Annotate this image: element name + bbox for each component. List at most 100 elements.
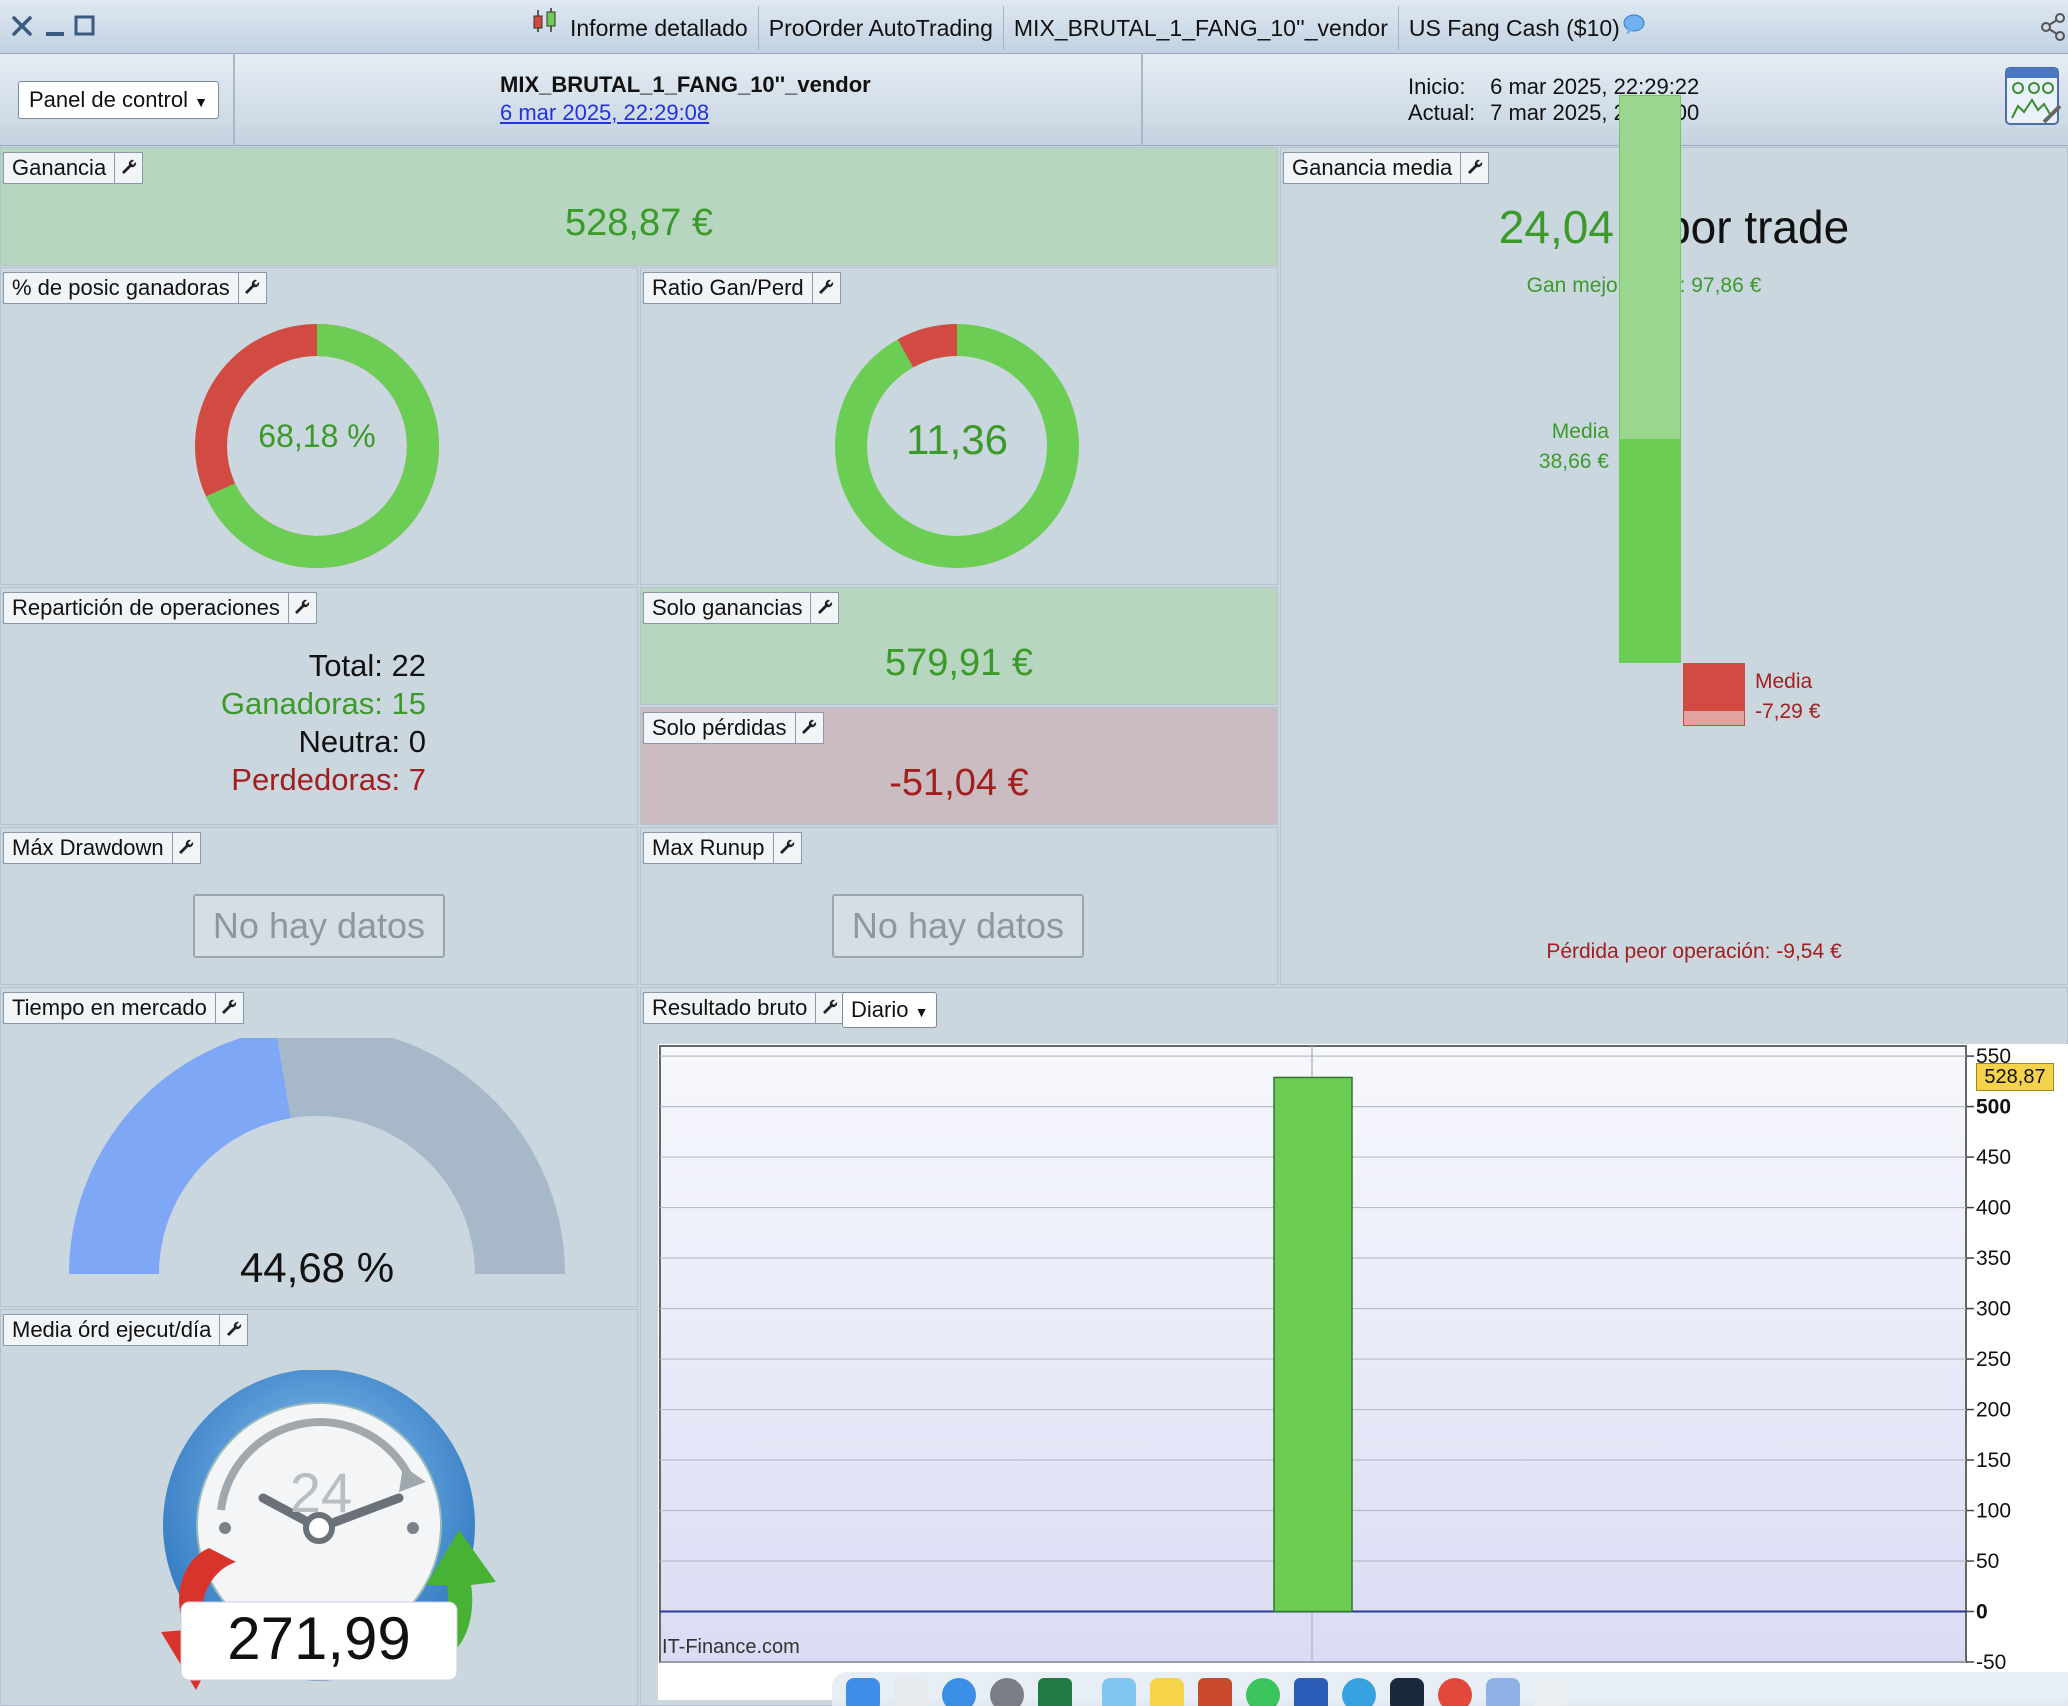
orders-per-day-value: 271,99 [227,1605,411,1672]
maps-icon[interactable] [1102,1678,1136,1706]
y-tick-label: 250 [1976,1348,2011,1371]
launchpad-icon[interactable] [894,1678,928,1706]
wrench-icon[interactable] [773,832,802,864]
y-tick-label: 0 [1976,1601,1988,1624]
avg-suffix: por trade [1665,201,1850,253]
chevron-down-icon: ▼ [914,1004,929,1020]
powerpoint-icon[interactable] [1198,1678,1232,1706]
panel-title: Ganancia media [1283,152,1490,184]
wrench-icon[interactable] [172,832,201,864]
avg-gain-value: 38,66 € [1538,449,1609,473]
wrench-icon[interactable] [115,152,144,184]
safari-icon[interactable] [942,1678,976,1706]
whatsapp-icon[interactable] [1246,1678,1280,1706]
solo-perdidas-value: -51,04 € [889,762,1029,804]
y-tick-label: 350 [1976,1247,2011,1270]
tab-label: MIX_BRUTAL_1_FANG_10''_vendor [1013,15,1388,41]
wrench-icon[interactable] [811,592,840,624]
wrench-icon[interactable] [812,272,841,304]
avg-gain-bar [1619,438,1681,663]
terminal-icon[interactable] [1390,1678,1424,1706]
panel-title-label: Tiempo en mercado [3,992,216,1024]
no-data-message: No hay datos [193,894,445,958]
panel-title-label: Resultado bruto [643,992,817,1024]
panel-title-label: Ratio Gan/Perd [643,272,813,304]
notes-icon[interactable] [1150,1678,1184,1706]
wrench-icon[interactable] [238,272,267,304]
divider [233,54,235,146]
y-tick-label: 100 [1976,1500,2011,1523]
close-icon[interactable] [10,14,34,38]
wrench-icon[interactable] [215,992,244,1024]
avg-per-trade: 24,04 € por trade [1281,200,2067,254]
telegram-icon[interactable] [1342,1678,1376,1706]
wrench-icon[interactable] [288,592,317,624]
y-tick-label: -50 [1976,1651,2006,1674]
system-settings-icon[interactable] [990,1678,1024,1706]
tab-label: US Fang Cash ($10) [1408,15,1620,41]
avg-loss-value: -7,29 € [1755,700,1821,723]
wrench-icon[interactable] [1461,152,1490,184]
tab-strategy[interactable]: MIX_BRUTAL_1_FANG_10''_vendor [1004,6,1399,50]
report-settings-icon[interactable] [2004,66,2064,133]
inicio-value: 6 mar 2025, 22:29:22 [1490,74,1700,99]
ganancia-value: 528,87 € [565,202,713,244]
panel-solo-ganancias: Solo ganancias 579,91 € [640,587,1278,705]
panel-title-label: Repartición de operaciones [3,592,289,624]
tab-informe-detallado[interactable]: Informe detallado [520,6,759,50]
tab-bar: Informe detallado ProOrder AutoTrading M… [520,6,1656,50]
chart-bar[interactable] [1273,1076,1353,1613]
maximize-icon[interactable] [74,14,96,38]
gauge-remaining-arc [277,1038,565,1274]
gross-result-chart[interactable]: 550 500 450 400 350 300 250 200 150 100 50 0 -50 IT-… [658,1044,2068,1700]
panel-media-ord: Media órd ejecut/día 24 271,99 [0,1309,638,1706]
panel-title: Solo pérdidas [643,712,824,744]
worst-trade-label: Pérdida peor operación: -9,54 € [1546,940,1842,963]
tab-label: Informe detallado [570,15,748,41]
panel-dropdown[interactable]: Panel de control ▼ [18,81,219,119]
win-rate-value: 68,18 % [258,418,376,454]
chrome-icon[interactable] [1438,1678,1472,1706]
strategy-date-link[interactable]: 6 mar 2025, 22:29:08 [500,100,710,125]
panel-title-label: Max Runup [643,832,774,864]
panel-ganancia: Ganancia 528,87 € [0,147,1278,266]
strategy-name: MIX_BRUTAL_1_FANG_10''_vendor [500,72,871,97]
panel-title: Ganancia [3,152,144,184]
wrench-icon[interactable] [816,992,845,1024]
title-bar: Informe detallado ProOrder AutoTrading M… [0,0,2068,54]
finder-icon[interactable] [846,1678,880,1706]
panel-title-label: Solo ganancias [643,592,812,624]
prorealtime-icon[interactable] [1534,1678,1568,1706]
period-dropdown[interactable]: Diario ▼ [842,992,938,1028]
panel-title: % de posic ganadoras [3,272,267,304]
word-icon[interactable] [1294,1678,1328,1706]
panel-dropdown-label: Panel de control [29,87,188,112]
wrench-icon[interactable] [220,1314,249,1346]
panel-ratio: Ratio Gan/Perd 11,36 [640,267,1278,585]
win-rate-donut [195,324,439,568]
tab-instrument[interactable]: US Fang Cash ($10) [1399,6,1656,50]
no-data-message: No hay datos [832,894,1084,958]
y-tick-label: 450 [1976,1146,2011,1169]
avg-loss-title: Media [1755,670,1813,693]
panel-max-runup: Max Runup No hay datos [640,827,1278,985]
minimize-icon[interactable] [44,14,66,38]
chat-bubble-icon[interactable] [1622,6,1646,50]
y-tick-label: 550 [1976,1045,2011,1068]
actual-label: Actual: [1408,100,1476,125]
inicio-row: Inicio: 6 mar 2025, 22:29:22 [1408,74,1699,100]
panel-title-label: Máx Drawdown [3,832,173,864]
dial-label: 24 [289,1461,353,1524]
tab-proorder[interactable]: ProOrder AutoTrading [759,6,1004,50]
excel-icon[interactable] [1038,1678,1072,1706]
panel-reparticion: Repartición de operaciones Total: 22 Gan… [0,587,638,825]
wrench-icon[interactable] [795,712,824,744]
share-icon[interactable] [2038,12,2068,47]
panel-ganancia-media: Ganancia media 24,04 € por trade Gan mej… [1280,95,2068,985]
avg-loss-bar [1683,663,1745,712]
panel-tiempo-mercado: Tiempo en mercado 44,68 % [0,987,638,1307]
avg-loss-label: Media -7,29 € [1755,667,1820,727]
panel-title-label: Solo pérdidas [643,712,796,744]
preview-icon[interactable] [1486,1678,1520,1706]
